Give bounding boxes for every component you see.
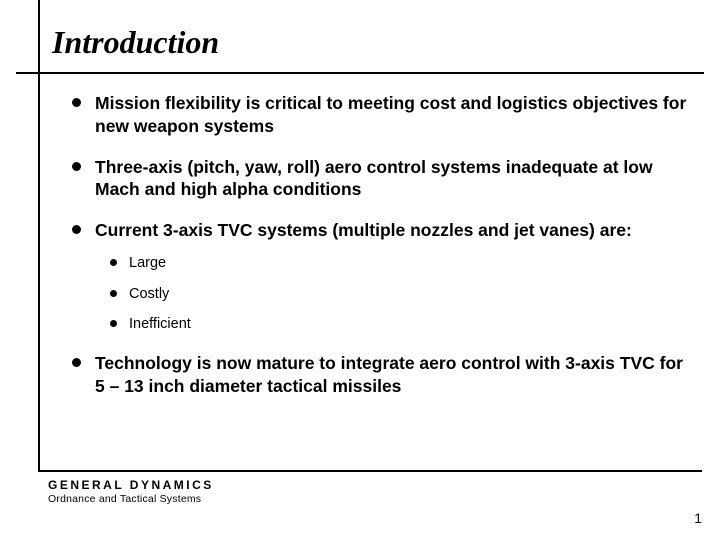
vertical-rule-left (38, 0, 40, 470)
bullet-item: Technology is now mature to integrate ae… (72, 352, 688, 398)
bullet-dot-icon (110, 320, 117, 327)
horizontal-rule-footer (38, 470, 702, 472)
bullet-item: Current 3-axis TVC systems (multiple noz… (72, 219, 688, 242)
bullet-dot-icon (72, 162, 81, 171)
sub-bullet-text: Costly (129, 285, 169, 304)
bullet-item: Mission flexibility is critical to meeti… (72, 92, 688, 138)
bullet-item: Three-axis (pitch, yaw, roll) aero contr… (72, 156, 688, 202)
horizontal-rule-title (16, 72, 704, 74)
bullet-text: Mission flexibility is critical to meeti… (95, 92, 688, 138)
bullet-dot-icon (110, 259, 117, 266)
page-number: 1 (694, 510, 702, 526)
sub-bullet-item: Costly (110, 285, 688, 304)
bullet-dot-icon (72, 98, 81, 107)
title-region: Introduction (52, 24, 219, 61)
content-region: Mission flexibility is critical to meeti… (72, 92, 688, 416)
sub-bullet-text: Large (129, 254, 166, 273)
slide-title: Introduction (52, 24, 219, 61)
bullet-text: Three-axis (pitch, yaw, roll) aero contr… (95, 156, 688, 202)
bullet-dot-icon (72, 225, 81, 234)
bullet-dot-icon (72, 358, 81, 367)
bullet-dot-icon (110, 290, 117, 297)
sub-bullet-list: Large Costly Inefficient (110, 254, 688, 335)
company-division: Ordnance and Tactical Systems (48, 493, 214, 505)
bullet-text: Technology is now mature to integrate ae… (95, 352, 688, 398)
company-name: GENERAL DYNAMICS (48, 478, 214, 492)
bullet-text: Current 3-axis TVC systems (multiple noz… (95, 219, 632, 242)
footer-logo: GENERAL DYNAMICS Ordnance and Tactical S… (48, 478, 214, 505)
sub-bullet-item: Large (110, 254, 688, 273)
slide: Introduction Mission flexibility is crit… (0, 0, 720, 540)
sub-bullet-item: Inefficient (110, 315, 688, 334)
sub-bullet-text: Inefficient (129, 315, 191, 334)
